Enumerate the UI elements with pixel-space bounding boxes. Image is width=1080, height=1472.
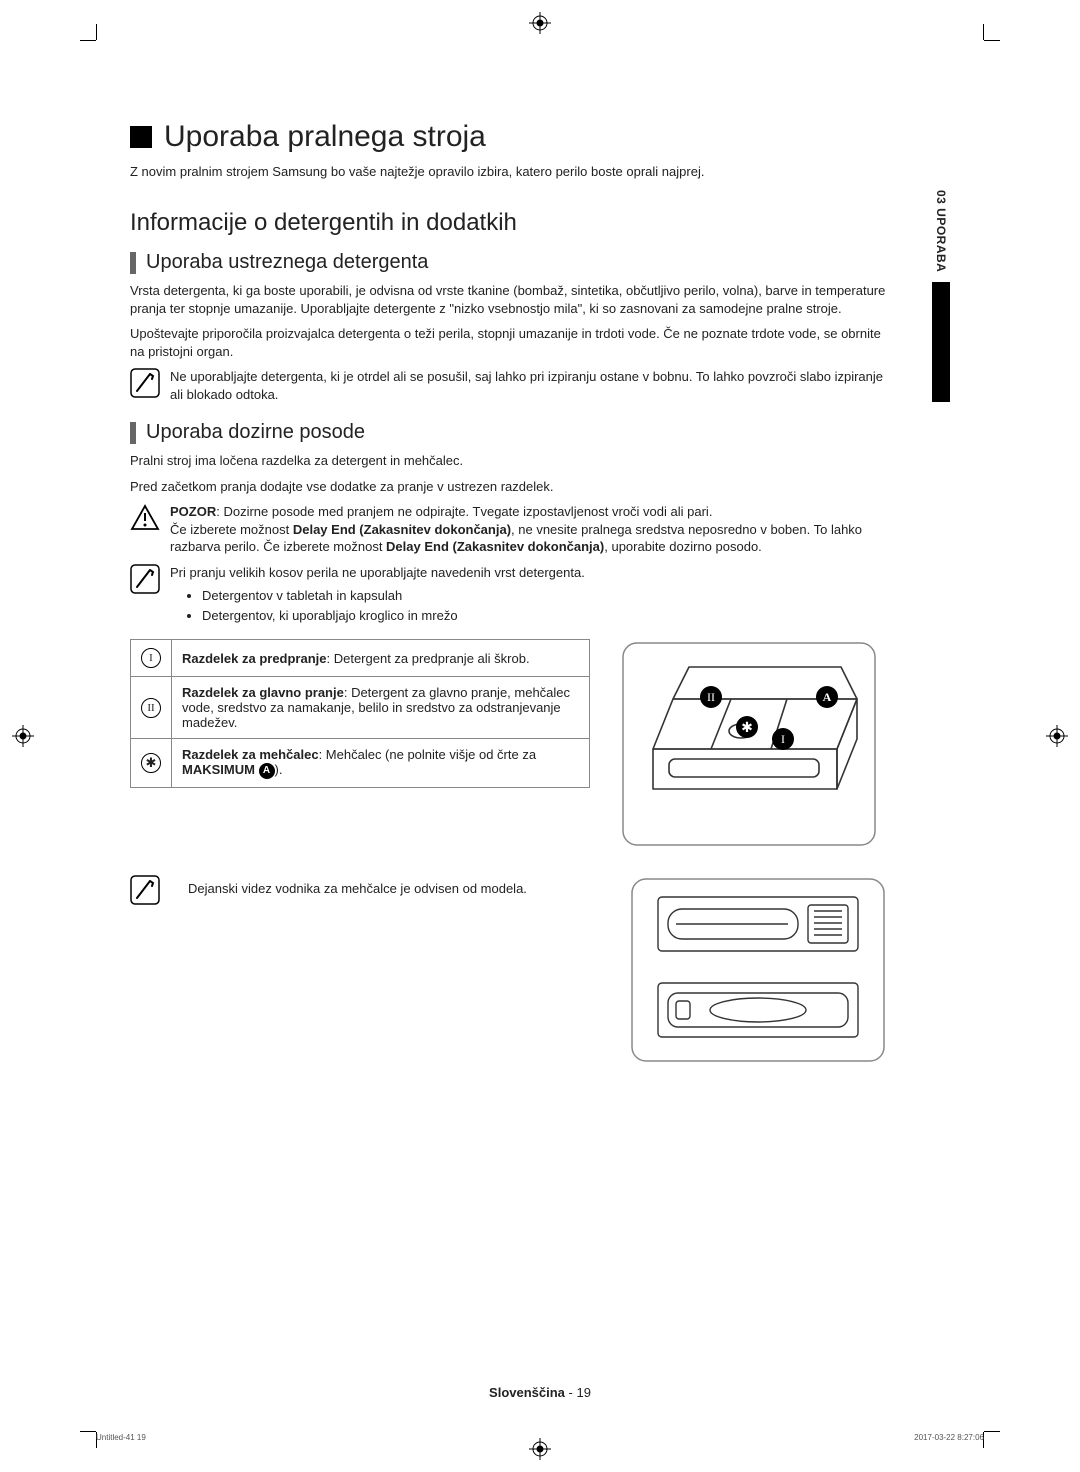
list-item: Detergentov, ki uporabljajo kroglico in … xyxy=(202,606,890,627)
compartment-ii-icon: II xyxy=(141,698,161,718)
title-bullet-icon xyxy=(130,126,152,148)
compartment-softener-icon: ✱ xyxy=(141,753,161,773)
delay-end-label: Delay End (Zakasnitev dokončanja) xyxy=(386,539,604,554)
svg-text:I: I xyxy=(781,732,785,746)
row-text: ). xyxy=(275,762,283,777)
max-label: MAKSIMUM xyxy=(182,762,259,777)
crop-mark xyxy=(984,1431,1000,1432)
body-text: Vrsta detergenta, ki ga boste uporabili,… xyxy=(130,282,890,317)
body-text: Upoštevajte priporočila proizvajalca det… xyxy=(130,325,890,360)
caution-line: , uporabite dozirno posodo. xyxy=(604,539,762,554)
svg-text:✱: ✱ xyxy=(741,721,753,736)
section-tab: 03 UPORABA xyxy=(932,190,950,402)
note-lead: Pri pranju velikih kosov perila ne upora… xyxy=(170,565,585,580)
caution-line: Če izberete možnost xyxy=(170,522,293,537)
section-tab-label: 03 UPORABA xyxy=(934,190,948,278)
softener-guide-figure xyxy=(628,875,888,1065)
caution-label: POZOR xyxy=(170,504,216,519)
crop-mark xyxy=(984,40,1000,41)
crop-mark xyxy=(80,40,96,41)
note-icon xyxy=(130,564,160,594)
registration-mark-icon xyxy=(12,725,34,747)
row-label: Razdelek za predpranje xyxy=(182,651,327,666)
note-text: Ne uporabljajte detergenta, ki je otrdel… xyxy=(170,368,890,403)
print-meta-left: Untitled-41 19 xyxy=(96,1433,146,1442)
model-note-text: Dejanski videz vodnika za mehčalce je od… xyxy=(188,875,608,896)
subheading: Uporaba ustreznega detergenta xyxy=(146,251,428,274)
list-item: Detergentov v tabletah in kapsulah xyxy=(202,586,890,607)
svg-text:II: II xyxy=(707,690,715,704)
registration-mark-icon xyxy=(1046,725,1068,747)
compartments-table: I Razdelek za predpranje: Detergent za p… xyxy=(130,639,590,788)
badge-a-icon: A xyxy=(259,763,275,779)
footer-page-number: 19 xyxy=(576,1385,590,1400)
body-text: Pred začetkom pranja dodajte vse dodatke… xyxy=(130,478,890,496)
note-text: Pri pranju velikih kosov perila ne upora… xyxy=(170,564,890,627)
crop-mark xyxy=(96,24,97,40)
delay-end-label: Delay End (Zakasnitev dokončanja) xyxy=(293,522,511,537)
section-tab-block xyxy=(932,282,950,402)
subheading-bar-icon xyxy=(130,252,136,274)
detergent-drawer-figure: II I ✱ A xyxy=(619,639,879,849)
warning-icon xyxy=(130,503,160,533)
row-label: Razdelek za glavno pranje xyxy=(182,685,344,700)
page-footer: Slovenščina - 19 xyxy=(0,1385,1080,1400)
caution-line: : Dozirne posode med pranjem ne odpirajt… xyxy=(216,504,712,519)
note-icon xyxy=(130,875,160,905)
table-row: ✱ Razdelek za mehčalec: Mehčalec (ne pol… xyxy=(131,739,590,788)
subheading: Uporaba dozirne posode xyxy=(146,421,365,444)
page-title: Uporaba pralnega stroja xyxy=(164,120,486,154)
caution-text: POZOR: Dozirne posode med pranjem ne odp… xyxy=(170,503,890,556)
row-text: : Mehčalec (ne polnite višje od črte za xyxy=(319,747,537,762)
body-text: Pralni stroj ima ločena razdelka za dete… xyxy=(130,452,890,470)
subheading-bar-icon xyxy=(130,422,136,444)
table-row: II Razdelek za glavno pranje: Detergent … xyxy=(131,677,590,739)
print-meta-right: 2017-03-22 8:27:06 xyxy=(914,1433,984,1442)
intro-text: Z novim pralnim strojem Samsung bo vaše … xyxy=(130,164,890,179)
svg-text:A: A xyxy=(823,690,832,704)
table-row: I Razdelek za predpranje: Detergent za p… xyxy=(131,640,590,677)
footer-language: Slovenščina xyxy=(489,1385,565,1400)
note-icon xyxy=(130,368,160,398)
compartment-i-icon: I xyxy=(141,648,161,668)
registration-mark-icon xyxy=(529,1438,551,1460)
crop-mark xyxy=(80,1431,96,1432)
row-text: : Detergent za predpranje ali škrob. xyxy=(327,651,530,666)
row-label: Razdelek za mehčalec xyxy=(182,747,319,762)
crop-mark xyxy=(983,24,984,40)
registration-mark-icon xyxy=(529,12,551,34)
section-heading: Informacije o detergentih in dodatkih xyxy=(130,209,890,237)
